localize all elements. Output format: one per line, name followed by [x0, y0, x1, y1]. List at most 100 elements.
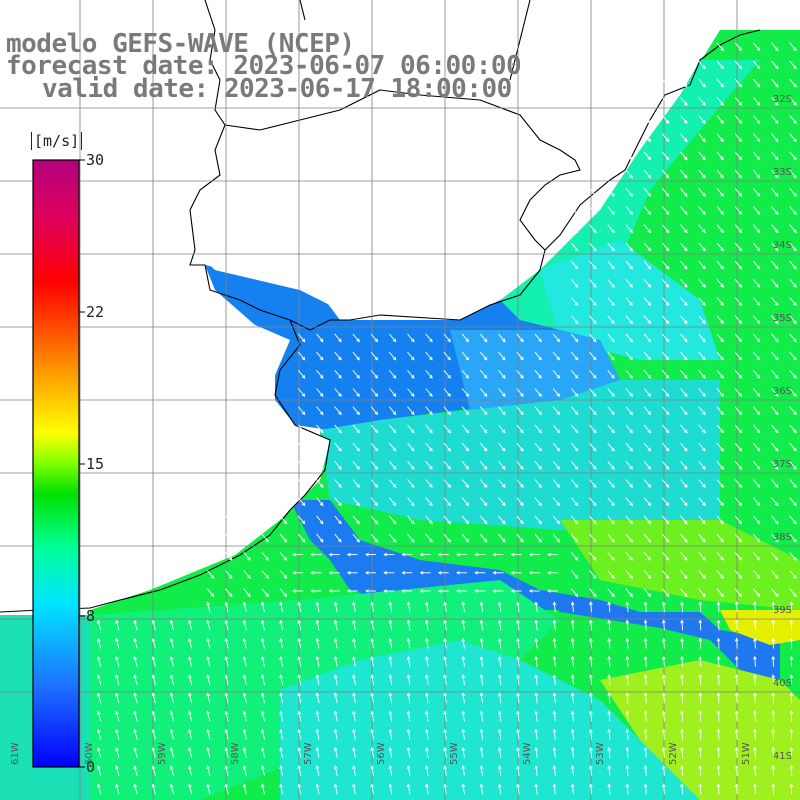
lat-label: 32S	[772, 94, 792, 105]
wind-vector	[752, 97, 761, 106]
wind-vector-head	[680, 728, 684, 733]
wind-vector	[625, 188, 633, 197]
wind-vector	[535, 675, 538, 686]
wind-vector	[334, 620, 338, 631]
wind-vector	[353, 620, 356, 631]
wind-vector-head	[429, 429, 433, 434]
wind-vector	[699, 784, 702, 795]
wind-vector	[334, 388, 342, 397]
wind-vector-head	[665, 393, 670, 397]
wind-vector	[298, 711, 302, 722]
wind-vector	[426, 638, 429, 649]
wind-vector	[170, 766, 175, 777]
wind-vector	[680, 497, 688, 506]
wind-vector-head	[665, 192, 670, 197]
wind-vector	[771, 133, 779, 142]
wind-vector-head	[683, 320, 688, 325]
wind-vector	[626, 693, 629, 704]
wind-vector	[752, 479, 761, 488]
wind-vector	[661, 97, 670, 106]
wind-vector-head	[96, 638, 101, 642]
wind-vector-head	[547, 552, 551, 557]
wind-vector	[570, 442, 579, 452]
wind-vector-head	[793, 374, 797, 379]
wind-vector-head	[629, 211, 633, 215]
wind-vector	[771, 479, 779, 488]
wind-vector	[170, 620, 175, 631]
wind-vector	[661, 479, 670, 488]
wind-vector-head	[356, 374, 360, 379]
wind-vector	[644, 729, 647, 740]
wind-vector	[225, 784, 229, 795]
wind-vector	[316, 711, 320, 722]
wind-vector-head	[702, 247, 706, 252]
wind-vector-head	[410, 356, 415, 361]
wind-vector	[716, 151, 724, 160]
wind-vector	[479, 370, 488, 379]
wind-vector-head	[720, 593, 724, 598]
wind-vector-head	[738, 283, 743, 288]
wind-vector	[97, 747, 102, 758]
wind-vector-head	[683, 556, 688, 561]
wind-vector-head	[352, 765, 356, 770]
wind-vector	[389, 656, 393, 667]
wind-vector-head	[665, 174, 670, 179]
wind-vector	[571, 765, 574, 777]
wind-vector	[207, 747, 211, 758]
wind-vector	[736, 674, 738, 686]
wind-vector	[334, 675, 338, 685]
wind-vector	[661, 442, 670, 452]
wind-vector-head	[756, 211, 761, 215]
wind-vector	[789, 552, 797, 561]
wind-vector	[643, 133, 651, 142]
wind-vector-head	[388, 746, 393, 751]
wind-vector-head	[793, 47, 797, 52]
wind-vector	[462, 620, 465, 631]
wind-vector	[170, 711, 175, 722]
wind-vector-head	[338, 465, 342, 470]
wind-vector-head	[720, 247, 724, 252]
wind-vector-head	[574, 356, 579, 361]
wind-vector	[571, 693, 574, 704]
wind-vector	[680, 315, 688, 324]
wind-vector	[661, 351, 670, 361]
wind-vector-head	[734, 674, 739, 678]
lat-label: 41S	[772, 751, 792, 762]
wind-vector	[625, 315, 633, 324]
wind-vector	[443, 406, 451, 415]
wind-vector	[297, 333, 306, 342]
wind-vector-head	[247, 502, 251, 507]
wind-vector-head	[279, 656, 283, 660]
wind-vector	[261, 533, 269, 543]
wind-vector-head	[774, 265, 779, 270]
wind-vector	[771, 188, 779, 197]
wind-vector	[590, 729, 593, 740]
wind-vector-head	[247, 593, 251, 598]
wind-vector-head	[483, 484, 488, 488]
wind-vector	[316, 388, 324, 397]
wind-vector	[698, 151, 706, 160]
wind-vector-head	[552, 783, 557, 788]
wind-vector	[407, 497, 415, 506]
wind-vector	[625, 388, 633, 397]
wind-vector-head	[720, 575, 724, 579]
wind-vector	[516, 497, 524, 506]
wind-vector	[261, 784, 265, 795]
wind-vector	[571, 602, 574, 613]
wind-vector	[643, 570, 651, 579]
wind-vector-head	[425, 728, 429, 733]
wind-vector	[534, 442, 542, 452]
wind-vector-head	[483, 356, 488, 361]
wind-vector-head	[556, 447, 561, 452]
wind-vector-head	[516, 746, 520, 751]
wind-vector	[589, 188, 597, 197]
wind-vector-head	[315, 637, 320, 642]
wind-vector	[680, 552, 688, 561]
wind-vector-head	[629, 593, 633, 598]
wind-vector-head	[388, 601, 393, 606]
wind-vector	[589, 533, 597, 543]
wind-vector-head	[629, 502, 633, 507]
wind-vector	[97, 620, 102, 631]
wind-vector	[298, 620, 302, 631]
wind-vector-head	[429, 520, 433, 525]
